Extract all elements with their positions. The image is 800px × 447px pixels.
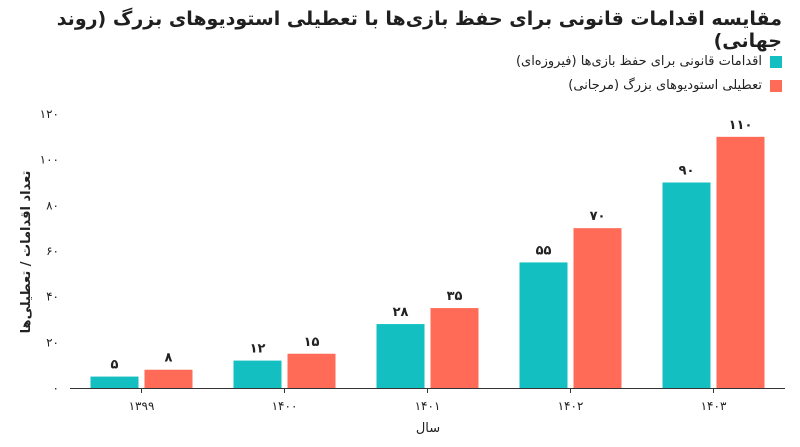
bar-value-label: ۵ [111, 358, 119, 373]
x-tick-label: ۱۴۰۰ [272, 399, 298, 413]
axes: ۰ ۲۰ ۴۰ ۶۰ ۸۰ ۱۰۰ ۱۲۰ ۱۳۹۹ ۱۴۰۰ ۱۴۰۱ ۱۴۰۲ ۱۴۰۳ [40, 107, 785, 413]
x-tick-label: ۱۳۹۹ [129, 399, 155, 413]
bar-value-label: ۱۲ [250, 342, 266, 357]
legend-label-closures: تعطیلی استودیوهای بزرگ (مرجانی) [568, 78, 762, 93]
x-axis-label: سال [416, 421, 440, 436]
y-tick-label: ۱۰۰ [40, 153, 59, 167]
bar-value-label: ۸ [165, 351, 173, 366]
x-tick-label: ۱۴۰۱ [415, 399, 441, 413]
y-tick-label: ۴۰ [46, 290, 59, 304]
legend-item-legal: اقدامات قانونی برای حفظ بازی‌ها (فیروزه‌… [516, 54, 782, 69]
y-tick-label: ۸۰ [46, 198, 59, 212]
x-tick-label: ۱۴۰۳ [701, 399, 727, 413]
bar-value-label: ۵۵ [536, 243, 552, 258]
bars [90, 136, 765, 388]
bar-studio-closures [716, 136, 765, 388]
bar-legal-actions [662, 182, 711, 388]
legend-swatch-legal [770, 55, 782, 68]
data-labels: ۵ ۸ ۱۲ ۱۵ ۲۸ ۳۵ ۵۵ ۷۰ ۹۰ ۱۱۰ [111, 118, 753, 373]
bar-value-label: ۹۰ [679, 164, 695, 179]
bar-legal-actions [376, 324, 425, 388]
legend-item-closures: تعطیلی استودیوهای بزرگ (مرجانی) [516, 78, 782, 93]
y-tick-label: ۰ [53, 381, 59, 395]
chart-title: مقایسه اقدامات قانونی برای حفظ بازی‌ها ب… [56, 8, 782, 52]
bar-legal-actions [233, 360, 282, 388]
legend: اقدامات قانونی برای حفظ بازی‌ها (فیروزه‌… [516, 54, 782, 102]
bar-value-label: ۱۱۰ [729, 118, 753, 133]
legend-label-legal: اقدامات قانونی برای حفظ بازی‌ها (فیروزه‌… [515, 54, 762, 69]
bar-studio-closures [573, 228, 622, 388]
x-tick-label: ۱۴۰۲ [558, 399, 584, 413]
bar-value-label: ۷۰ [590, 209, 606, 224]
bar-value-label: ۱۵ [304, 335, 320, 350]
bar-value-label: ۳۵ [447, 289, 463, 304]
bar-legal-actions [519, 262, 568, 388]
bar-studio-closures [430, 308, 479, 388]
legend-swatch-closures [770, 79, 782, 92]
y-tick-label: ۶۰ [46, 244, 59, 258]
y-axis-label: تعداد اقدامات / تعطیلی‌ها [19, 171, 34, 334]
y-tick-label: ۲۰ [46, 335, 59, 349]
y-tick-label: ۱۲۰ [40, 107, 59, 121]
bar-studio-closures [144, 369, 193, 388]
bar-value-label: ۲۸ [393, 305, 409, 320]
bar-legal-actions [90, 376, 139, 388]
bar-studio-closures [287, 353, 336, 388]
